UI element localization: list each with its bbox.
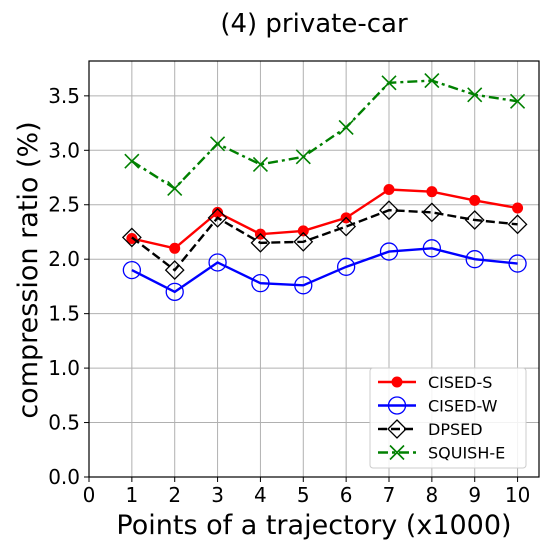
legend: CISED-S CISED-W DPSED SQUISH-E [369,367,527,469]
data-point [164,260,185,281]
data-point [122,260,142,280]
x-tick-label: 3 [211,483,224,507]
legend-box [369,367,527,469]
legend-entry: SQUISH-E [378,444,505,463]
data-point [165,282,184,302]
series-dpsed [121,200,528,281]
data-point [512,202,524,214]
legend-label: CISED-S [428,373,492,392]
data-point [121,227,142,248]
data-point [167,180,183,196]
data-point [207,207,228,228]
data-point [169,242,181,254]
data-point [250,232,271,253]
data-point [379,200,399,221]
series-line [131,79,518,190]
x-tick-label: 1 [125,483,138,507]
data-point [379,242,399,261]
y-tick-label: 3.0 [48,138,80,162]
data-point [338,119,354,135]
legend-label: SQUISH-E [428,444,505,463]
data-point [297,225,309,237]
data-point [336,257,356,276]
data-point [424,73,440,89]
axis-ticks: 0 1 2 3 4 5 6 7 8 9 10 0.0 0.5 1.0 1.5 2.0 2.5 3.0 3.5 [48,84,530,507]
x-tick-label: 5 [297,483,310,507]
data-point [510,93,526,109]
data-point [464,210,485,230]
data-point [251,274,270,293]
y-tick-label: 1.0 [48,356,80,380]
data-point [295,149,311,165]
chart-title: (4) private-car [220,9,408,39]
data-point [294,276,313,295]
data-point [508,254,527,273]
plot-frame [88,60,540,478]
legend-marker [389,444,405,461]
series-line [131,208,518,272]
data-point [124,153,140,169]
x-axis-title: Points of a trajectory (x1000) [116,510,511,541]
data-point [421,202,442,223]
series-squish-e [124,73,526,196]
legend-entry: CISED-W [378,396,498,416]
data-point [336,216,357,237]
data-point [252,156,268,173]
x-tick-label: 8 [425,483,438,507]
x-tick-label: 6 [340,483,353,507]
y-tick-label: 0.5 [48,411,80,435]
x-tick-label: 4 [254,483,267,507]
data-point [426,186,438,198]
data-point [381,75,397,91]
legend-entry: DPSED [378,419,483,439]
data-point [422,239,442,258]
data-point [507,214,528,235]
series-cised-w [122,239,527,302]
data-point [467,87,483,103]
data-point [465,250,484,269]
y-tick-label: 0.0 [48,465,80,489]
x-tick-label: 2 [168,483,181,507]
y-axis-title: compression ratio (%) [13,121,44,418]
legend-label: DPSED [428,420,483,439]
legend-marker [387,419,407,439]
x-tick-label: 7 [383,483,396,507]
y-tick-label: 2.0 [48,247,80,271]
y-tick-label: 2.5 [48,193,80,217]
plot-series [121,73,528,302]
data-point [210,136,226,152]
legend-entry: CISED-S [378,373,492,392]
y-tick-label: 1.5 [48,302,80,326]
y-tick-label: 3.5 [48,84,80,108]
data-point [383,184,395,196]
series-line [131,247,518,294]
x-tick-label: 0 [83,483,96,507]
data-point [208,253,227,272]
x-tick-label: 9 [468,483,481,507]
data-point [293,231,314,252]
legend-marker [391,376,403,388]
legend-marker [387,396,407,415]
data-point [469,194,481,206]
legend-label: CISED-W [428,397,498,416]
series-line [131,188,518,250]
x-tick-label: 10 [505,483,530,507]
